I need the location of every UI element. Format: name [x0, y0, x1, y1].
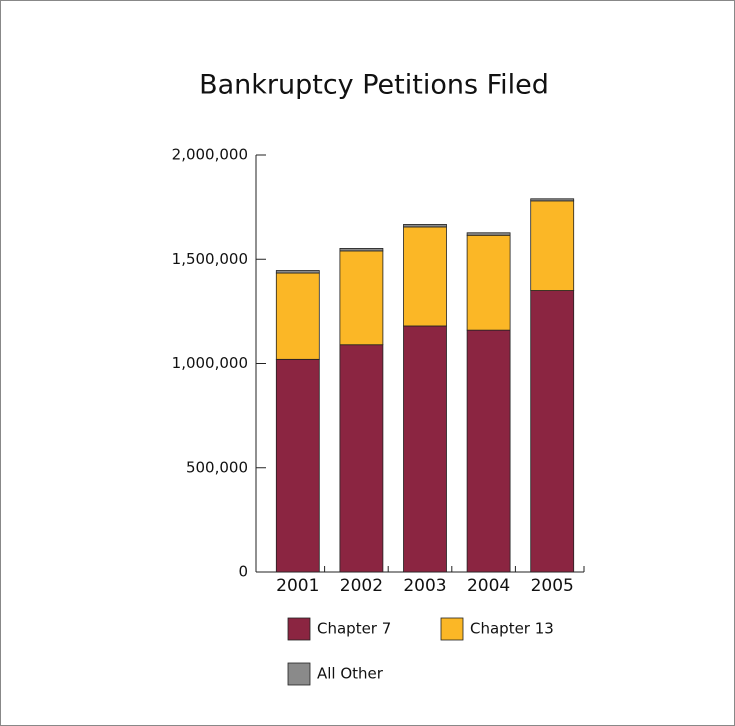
- bar-segment: [403, 325, 447, 573]
- bar-segment: [530, 290, 575, 573]
- y-tick-label: 1,000,000: [172, 354, 248, 372]
- bar-segment: [466, 232, 511, 236]
- bar-segment: [403, 226, 447, 327]
- y-tick-label: 1,500,000: [172, 250, 248, 268]
- legend-label: Chapter 7: [317, 620, 391, 638]
- y-tick-label: 0: [238, 563, 248, 581]
- legend-swatch: [287, 662, 311, 686]
- bar-segment: [339, 248, 384, 252]
- bar-segment: [275, 358, 320, 573]
- bar-segment: [275, 270, 320, 274]
- bar-segment: [466, 234, 511, 331]
- bar-segment: [530, 200, 575, 291]
- x-tick-label: 2001: [276, 576, 319, 596]
- x-tick-label: 2003: [403, 576, 446, 596]
- bar-segment: [339, 250, 384, 346]
- bar-segment: [403, 224, 447, 228]
- x-tick-label: 2004: [467, 576, 510, 596]
- bar-segment: [339, 344, 384, 573]
- legend-swatch: [287, 617, 311, 641]
- bar-segment: [275, 272, 320, 360]
- x-tick-label: 2005: [531, 576, 574, 596]
- bar-segment: [530, 198, 575, 202]
- legend-swatch: [440, 617, 464, 641]
- bar-segment: [466, 329, 511, 573]
- y-tick-label: 500,000: [186, 458, 248, 476]
- chart-title: Bankruptcy Petitions Filed: [199, 70, 549, 101]
- legend-label: Chapter 13: [470, 620, 554, 638]
- legend-label: All Other: [317, 665, 384, 683]
- y-tick-label: 2,000,000: [172, 146, 248, 164]
- x-tick-label: 2002: [340, 576, 383, 596]
